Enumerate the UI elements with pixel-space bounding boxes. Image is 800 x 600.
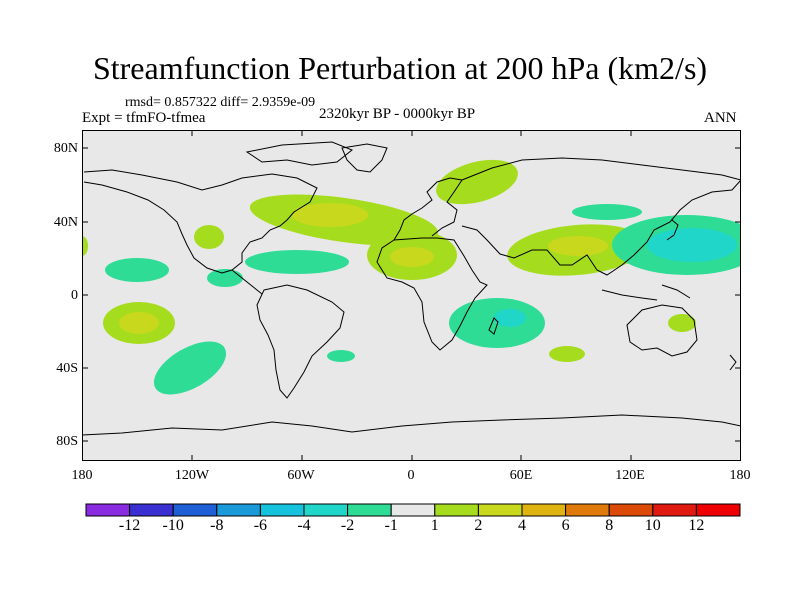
- lon-label-120w: 120W: [174, 468, 210, 483]
- colorbar-box-12: [608, 503, 654, 517]
- tick-marks: [82, 130, 741, 461]
- season-label: ANN: [704, 110, 737, 126]
- lon-label-180w: 180: [71, 468, 93, 483]
- coast-indonesia: [601, 289, 658, 301]
- contour-left-edge: [82, 236, 88, 256]
- chart-title: Streamfunction Perturbation at 200 hPa (…: [92, 50, 708, 86]
- colorbar-level-label: 2: [474, 517, 483, 534]
- colorbar-box-7: [390, 503, 436, 517]
- coast-africa: [376, 237, 488, 351]
- colorbar-level-label: 8: [605, 517, 614, 534]
- stats-label: rmsd= 0.857322 diff= 2.9359e-09: [125, 95, 316, 110]
- coast-antarctica: [82, 414, 741, 436]
- colorbar-level-label: 10: [644, 517, 661, 534]
- contour-asia-core: [548, 236, 608, 256]
- contour-gulf: [194, 225, 224, 249]
- lon-label-180e: 180: [729, 468, 751, 483]
- colorbar-box-10: [521, 503, 567, 517]
- colorbar-box-8: [434, 503, 479, 517]
- coast-japan: [666, 219, 679, 241]
- lon-label-0: 0: [407, 468, 415, 483]
- coast-north-america: [83, 169, 318, 274]
- map-plot: [82, 130, 741, 461]
- contour-caribbean: [245, 250, 349, 274]
- lon-label-60e: 60E: [509, 468, 533, 483]
- coast-south-america: [256, 284, 345, 399]
- contour-east-asia: [572, 204, 642, 220]
- lon-label-60w: 60W: [287, 468, 315, 483]
- lon-label-120e: 120E: [615, 468, 645, 483]
- colorbar-level-label: 1: [430, 517, 439, 534]
- colorbar-box-4: [259, 503, 305, 517]
- contour-australia: [668, 314, 696, 332]
- lat-label-0: 0: [71, 288, 78, 303]
- colorbar-level-label: -4: [297, 517, 311, 534]
- contour-fill-layer: [82, 159, 741, 395]
- coast-asia: [461, 157, 741, 276]
- colorbar-level-label: -8: [210, 517, 224, 534]
- contour-north-atlantic-core: [292, 203, 368, 227]
- lat-label-40s: 40S: [56, 361, 78, 376]
- colorbar: [85, 503, 741, 517]
- contour-nw-pacific-core: [647, 228, 737, 262]
- coast-europe: [393, 177, 463, 241]
- colorbar-level-label: -6: [253, 517, 268, 534]
- period-label: 2320kyr BP - 0000kyr BP: [319, 106, 476, 122]
- contour-indian-ocean: [549, 346, 585, 362]
- colorbar-level-label: -1: [384, 517, 398, 534]
- colorbar-box-14: [695, 503, 741, 517]
- colorbar-box-0: [85, 503, 131, 517]
- contour-madagascar-core: [494, 309, 526, 327]
- colorbar-level-label: -2: [340, 517, 355, 534]
- contour-south-pacific-core: [119, 312, 159, 334]
- colorbar-box-9: [477, 503, 523, 517]
- lat-label-40n: 40N: [53, 215, 78, 230]
- contour-south-atlantic: [327, 350, 355, 362]
- contour-mexico: [207, 269, 243, 287]
- coast-arctic-islands: [245, 141, 353, 166]
- colorbar-level-label: 6: [561, 517, 570, 534]
- experiment-label: Expt = tfmFO-tfmea: [82, 110, 206, 126]
- contour-siberia: [436, 159, 518, 205]
- colorbar-box-6: [347, 503, 392, 517]
- colorbar-box-11: [565, 503, 610, 517]
- contour-ne-pacific: [105, 258, 169, 282]
- lat-label-80n: 80N: [53, 141, 78, 156]
- coast-central-america: [231, 269, 263, 295]
- coast-greenland: [341, 143, 388, 173]
- coast-australia: [626, 304, 698, 357]
- colorbar-box-5: [303, 503, 349, 517]
- contour-north-africa-core: [390, 247, 434, 267]
- map-background: [82, 130, 741, 461]
- colorbar-box-13: [652, 503, 697, 517]
- coast-madagascar: [488, 317, 499, 335]
- coastlines: [82, 141, 741, 436]
- colorbar-box-1: [129, 503, 174, 517]
- lat-label-80s: 80S: [56, 434, 78, 449]
- colorbar-level-label: -12: [118, 517, 141, 534]
- colorbar-level-label: 12: [688, 517, 705, 534]
- colorbar-level-label: 4: [518, 517, 526, 534]
- coast-new-zealand: [729, 354, 737, 371]
- colorbar-level-label: -10: [162, 517, 184, 534]
- colorbar-box-2: [172, 503, 218, 517]
- coast-new-guinea: [661, 284, 691, 299]
- contour-southeast-pacific: [153, 341, 227, 395]
- colorbar-box-3: [216, 503, 261, 517]
